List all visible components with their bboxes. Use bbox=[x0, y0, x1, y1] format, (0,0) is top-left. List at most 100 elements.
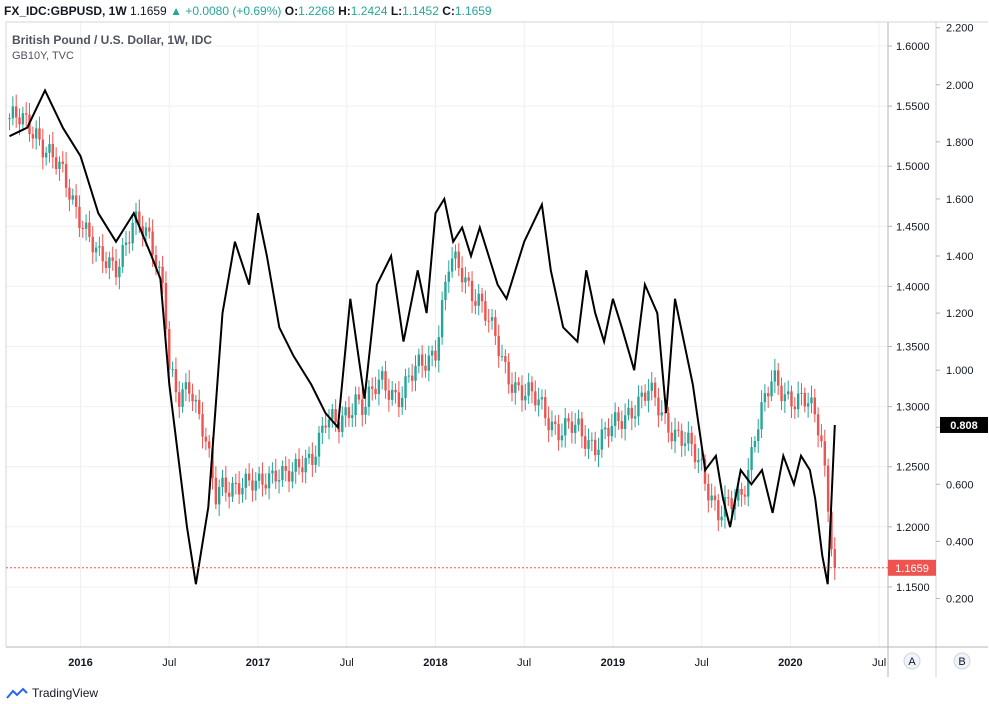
time-tick-label: Jul bbox=[162, 657, 176, 669]
candle-body bbox=[813, 397, 816, 415]
candle-body bbox=[334, 409, 337, 423]
candle-body bbox=[407, 375, 411, 377]
candle-body bbox=[198, 399, 201, 415]
candle-body bbox=[683, 443, 687, 446]
candle-body bbox=[301, 467, 304, 473]
candle-body bbox=[221, 477, 224, 488]
candle-body bbox=[397, 392, 401, 408]
candle-body bbox=[267, 473, 271, 489]
candle-body bbox=[534, 391, 537, 406]
candle-body bbox=[38, 128, 41, 140]
candle-body bbox=[610, 425, 614, 437]
candle-body bbox=[138, 211, 141, 227]
candle-body bbox=[414, 366, 417, 381]
last-price-badge bbox=[888, 559, 936, 576]
candle-body bbox=[171, 369, 174, 371]
candle-body bbox=[637, 396, 640, 417]
candle-body bbox=[830, 511, 833, 550]
candle-body bbox=[480, 293, 484, 302]
candle-body bbox=[514, 382, 517, 393]
candle-body bbox=[707, 483, 710, 501]
candle-body bbox=[587, 440, 590, 449]
candle-body bbox=[144, 227, 148, 236]
candle-body bbox=[31, 134, 35, 139]
time-axis: 2016 Jul 2017 Jul 2018 Jul 2019 Jul 2020 Jul bbox=[68, 657, 886, 669]
candle-body bbox=[574, 424, 577, 433]
candle-body bbox=[81, 227, 84, 229]
left-tick-label: 1.5500 bbox=[896, 101, 930, 113]
last-yield-badge bbox=[940, 416, 988, 433]
time-tick-label: Jul bbox=[340, 657, 354, 669]
scale-b-button[interactable]: B bbox=[953, 652, 971, 670]
candle-body bbox=[78, 206, 81, 228]
candle-body bbox=[88, 222, 91, 237]
candle-body bbox=[550, 421, 554, 431]
left-tick-label: 1.1500 bbox=[896, 582, 930, 594]
candle-body bbox=[763, 393, 767, 403]
candle-body bbox=[537, 399, 540, 406]
candle-body bbox=[61, 161, 64, 164]
candle-body bbox=[11, 106, 15, 119]
candle-body bbox=[460, 268, 464, 283]
candle-body bbox=[21, 113, 25, 125]
left-price-axis: 1.6000 1.5500 1.5000 1.4500 1.4000 1.3500 1.30… bbox=[888, 41, 930, 594]
close-value: 1.1659 bbox=[454, 4, 492, 18]
candle-body bbox=[730, 498, 733, 510]
time-tick-label: Jul bbox=[872, 657, 886, 669]
candle-body bbox=[803, 392, 807, 407]
candle-body bbox=[207, 441, 211, 449]
candle-body bbox=[660, 412, 663, 416]
candle-body bbox=[381, 371, 384, 380]
candle-body bbox=[18, 117, 21, 125]
candle-body bbox=[557, 423, 560, 441]
candle-body bbox=[823, 441, 826, 466]
candle-body bbox=[440, 300, 444, 338]
candle-body bbox=[244, 473, 247, 488]
candle-body bbox=[454, 251, 457, 259]
tradingview-watermark[interactable]: TradingView bbox=[6, 684, 98, 702]
symbol-name[interactable]: FX_IDC:GBPUSD, 1W bbox=[4, 4, 127, 18]
candle-body bbox=[796, 393, 800, 410]
candle-body bbox=[304, 457, 307, 473]
candle-body bbox=[377, 379, 381, 395]
time-tick-label: 2019 bbox=[601, 657, 625, 669]
candle-body bbox=[331, 409, 334, 420]
candle-body bbox=[530, 382, 534, 392]
candle-body bbox=[311, 453, 314, 465]
candle-body bbox=[464, 277, 467, 283]
candle-body bbox=[371, 386, 374, 389]
candle-body bbox=[394, 389, 397, 393]
scale-a-button[interactable]: A bbox=[903, 652, 921, 670]
candle-body bbox=[667, 412, 670, 433]
right-tick-label: 0.200 bbox=[946, 593, 974, 605]
candle-body bbox=[620, 421, 624, 429]
chart-subtitle: GB10Y, TVC bbox=[12, 50, 74, 62]
candle-body bbox=[776, 370, 780, 386]
left-tick-label: 1.4500 bbox=[896, 221, 930, 233]
low-value: 1.1452 bbox=[402, 4, 439, 18]
candle-body bbox=[261, 473, 264, 485]
time-tick-label: 2018 bbox=[423, 657, 447, 669]
high-value: 1.2424 bbox=[350, 4, 388, 18]
candle-body bbox=[670, 432, 673, 442]
candle-body bbox=[727, 497, 730, 499]
tradingview-brand: TradingView bbox=[32, 686, 99, 700]
candle-body bbox=[294, 458, 297, 472]
candle-body bbox=[647, 390, 650, 401]
candle-body bbox=[710, 495, 713, 501]
candle-body bbox=[128, 242, 131, 244]
candle-body bbox=[51, 144, 55, 158]
candle-body bbox=[570, 421, 574, 433]
candle-body bbox=[487, 320, 490, 322]
candle-body bbox=[118, 266, 121, 278]
time-tick-label: 2017 bbox=[246, 657, 270, 669]
left-tick-label: 1.2500 bbox=[896, 462, 930, 474]
candle-body bbox=[404, 376, 407, 398]
candle-body bbox=[700, 459, 703, 461]
candle-body bbox=[108, 257, 111, 268]
candle-body bbox=[517, 382, 520, 386]
low-label: L: bbox=[390, 4, 403, 18]
candle-body bbox=[354, 394, 357, 416]
right-tick-label: 2.000 bbox=[946, 80, 974, 92]
